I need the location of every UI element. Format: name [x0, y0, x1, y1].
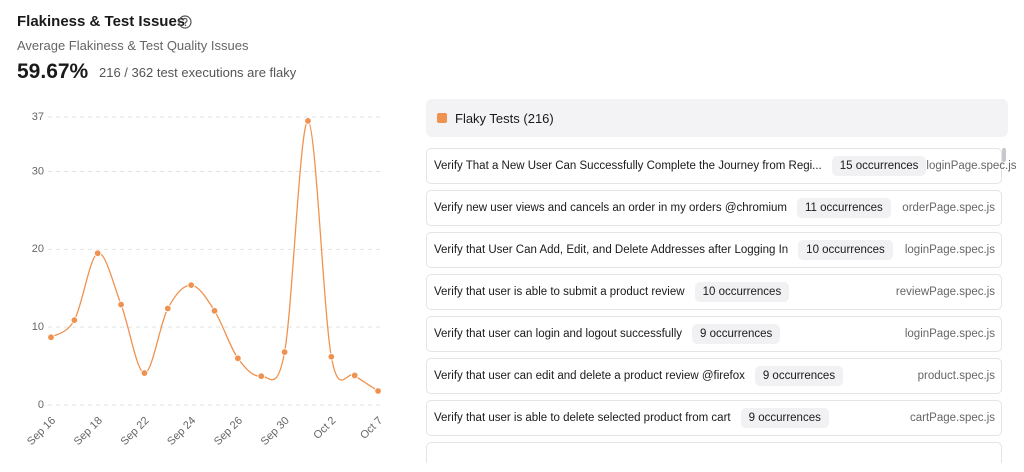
y-tick-label: 37 [32, 111, 44, 123]
point [94, 249, 102, 257]
point [210, 307, 219, 315]
occurrences: 9 occurrences [740, 408, 829, 428]
help-icon[interactable] [178, 15, 192, 29]
point [140, 369, 149, 377]
occurrences: 9 occurrences [754, 366, 844, 386]
point [70, 316, 79, 324]
test-name: Verify new user views and cancels an ord… [434, 202, 787, 214]
scrollbar[interactable] [1002, 148, 1006, 162]
point [280, 348, 289, 356]
test-row[interactable]: Verify that user is able to submit a pro… [426, 274, 1002, 310]
point [164, 304, 172, 313]
occurrences: 9 occurrences [692, 324, 781, 344]
file-name: loginPage.spec.js [904, 244, 995, 256]
test-row[interactable]: Verify that User Can Add, Edit, and Dele… [426, 232, 1002, 268]
x-tick-label: Sep 26 [212, 415, 245, 448]
x-tick-label: Oct 2 [311, 415, 338, 442]
test-row[interactable]: Verify that user is able to delete selec… [426, 400, 1002, 436]
point [257, 372, 265, 380]
occurrences: 10 occurrences [694, 282, 790, 302]
chart: 0 10 20 30 37 Sep 16 Sep 18 Sep 22 Sep 24 Sep 26 S… [25, 111, 385, 448]
file-name: product.spec.js [917, 370, 995, 382]
y-tick-label: 10 [32, 321, 44, 333]
title: Flakiness & Test Issues [17, 13, 186, 30]
x-tick-label: Sep 24 [165, 415, 198, 448]
panel-title: Flaky Tests (216) [455, 110, 554, 126]
y-tick-label: 20 [32, 243, 44, 255]
point [350, 371, 359, 380]
x-tick-label: Oct 7 [358, 415, 385, 442]
y-tick-label: 0 [38, 399, 44, 411]
test-name: Verify that user can login and logout su… [434, 328, 683, 340]
test-name: Verify that User Can Add, Edit, and Dele… [434, 244, 789, 256]
test-row[interactable]: Verify That a New User Can Successfully … [426, 148, 1017, 184]
occurrences: 15 occurrences [831, 156, 927, 176]
point [117, 300, 125, 309]
test-list: Verify That a New User Can Successfully … [426, 148, 1017, 463]
test-row[interactable]: Verify that user can edit and delete a p… [426, 358, 1002, 394]
subtitle: Average Flakiness & Test Quality Issues [17, 38, 249, 53]
file-name: reviewPage.spec.js [895, 286, 995, 298]
file-name: cartPage.spec.js [909, 412, 995, 424]
row-partial [426, 442, 1002, 463]
x-tick-label: Sep 18 [72, 415, 105, 448]
point [304, 117, 312, 125]
line [50, 120, 379, 392]
x-tick-label: Sep 30 [259, 415, 292, 448]
test-name: Verify that user is able to submit a pro… [434, 286, 685, 298]
file-name: orderPage.spec.js [902, 202, 995, 214]
file-name: loginPage.spec.js [926, 160, 1017, 172]
y-tick-label: 30 [32, 165, 44, 177]
point [47, 333, 55, 341]
test-name: Verify that user is able to delete selec… [434, 412, 731, 424]
point [187, 281, 195, 289]
point [234, 354, 242, 362]
point [327, 353, 336, 361]
test-name: Verify That a New User Can Successfully … [434, 160, 822, 172]
occurrences: 11 occurrences [796, 198, 891, 218]
x-tick-label: Sep 22 [118, 415, 151, 448]
test-row[interactable]: Verify new user views and cancels an ord… [426, 190, 1002, 226]
test-row[interactable]: Verify that user can login and logout su… [426, 316, 1002, 352]
metric: 59.67% [17, 60, 89, 83]
point [374, 387, 382, 395]
test-name: Verify that user can edit and delete a p… [434, 370, 745, 382]
occurrences: 10 occurrences [798, 240, 893, 260]
panel-header: Flaky Tests (216) [426, 99, 1008, 137]
file-name: loginPage.spec.js [904, 328, 995, 340]
metric-note: 216 / 362 test executions are flaky [99, 65, 297, 80]
x-tick-label: Sep 16 [25, 415, 58, 448]
